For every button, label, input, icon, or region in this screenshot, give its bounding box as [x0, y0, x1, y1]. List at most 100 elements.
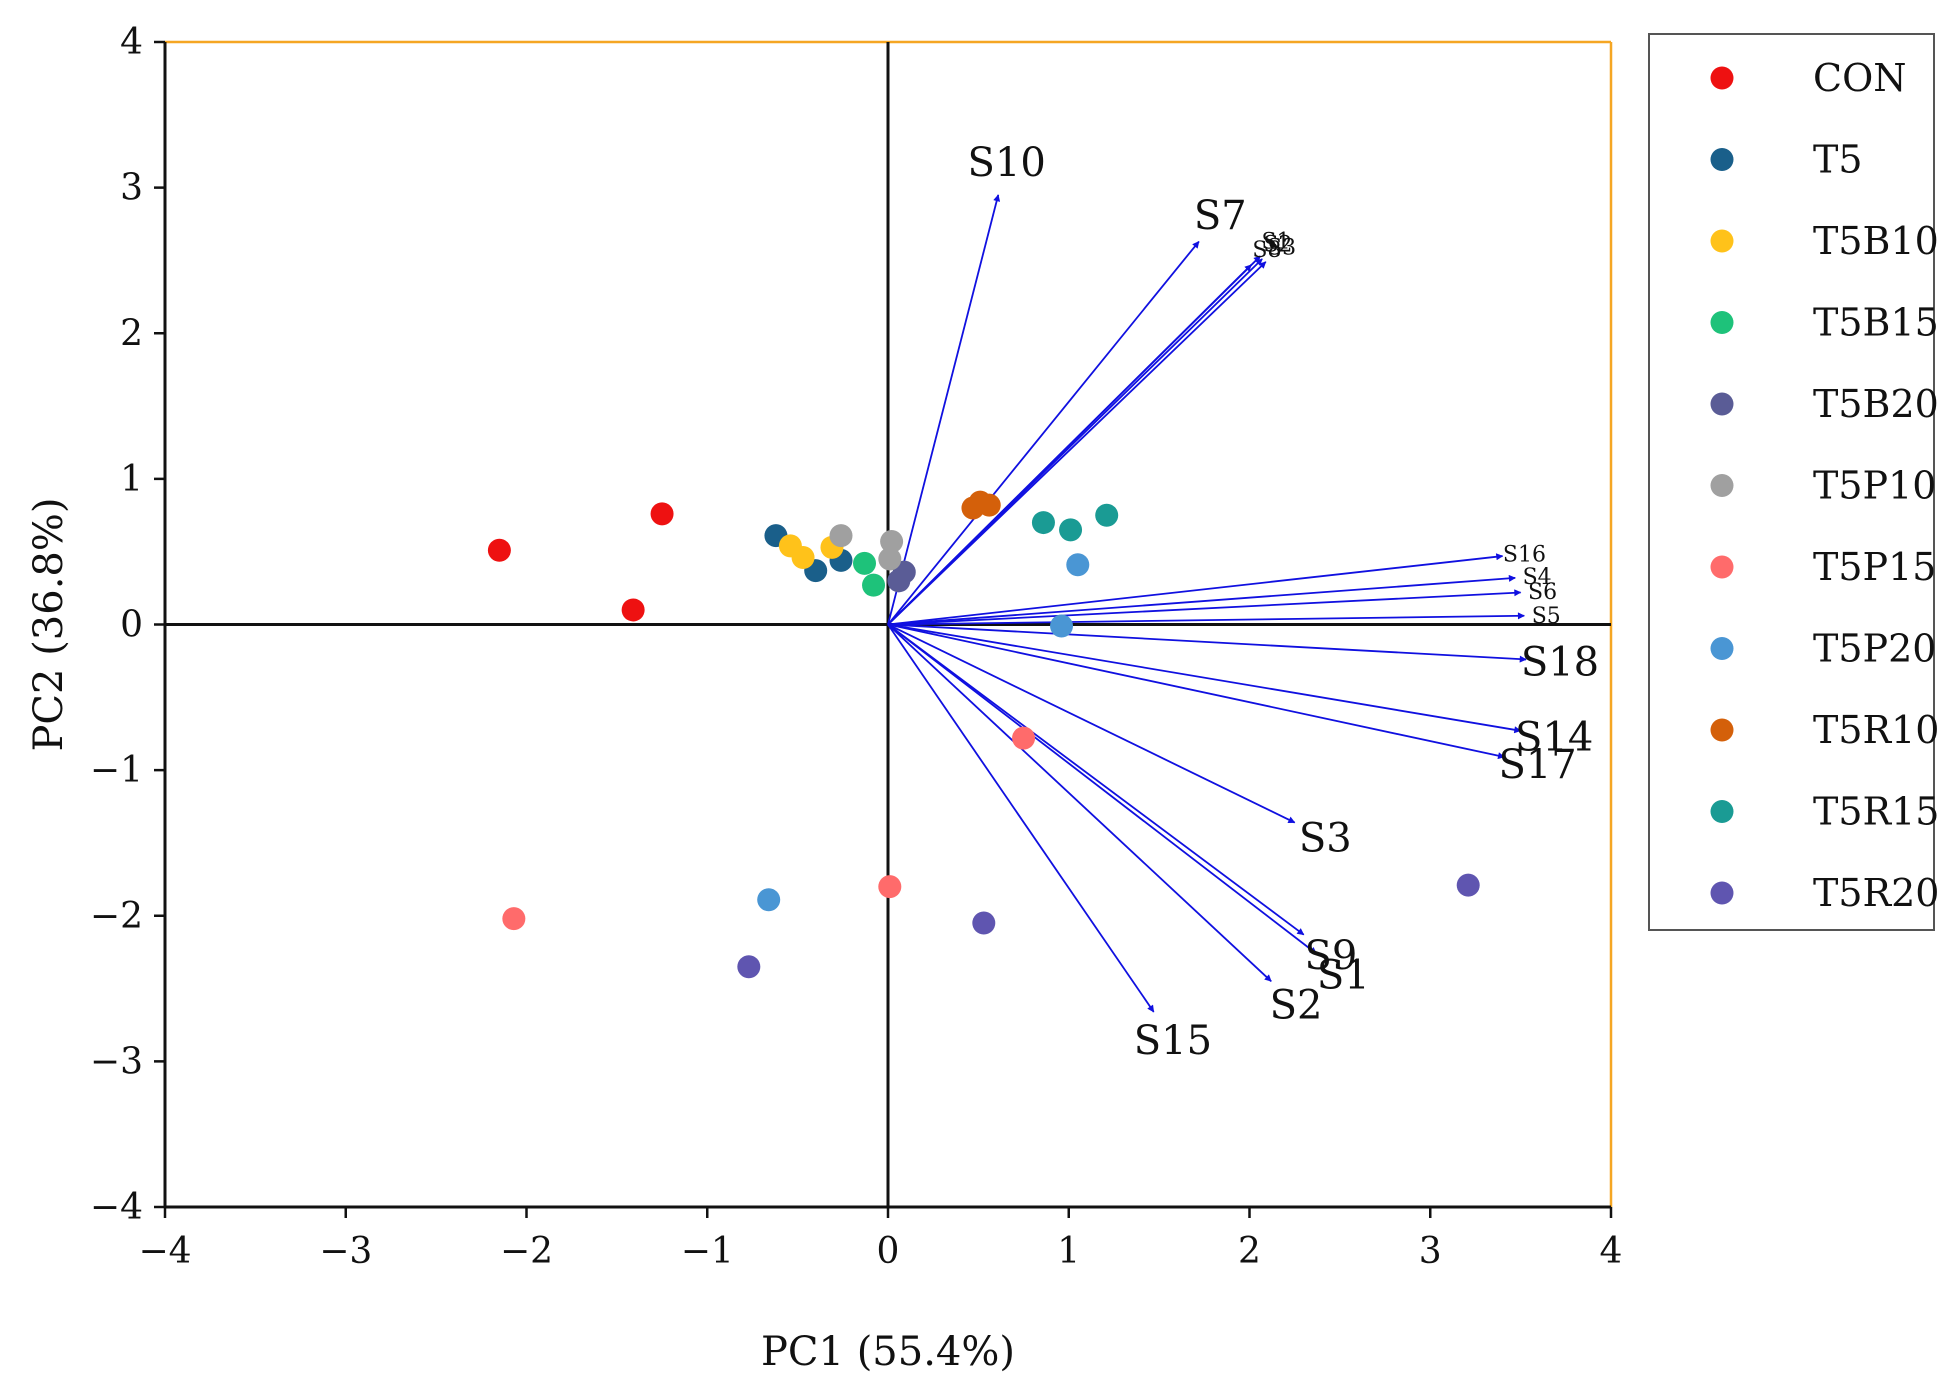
point-con — [621, 598, 645, 622]
point-t5r20 — [1456, 873, 1480, 897]
loading-label-s10: S10 — [968, 140, 1046, 186]
x-tick-label: −2 — [500, 1231, 553, 1272]
point-t5r20 — [972, 911, 996, 935]
loading-arrow-s7 — [887, 240, 1200, 626]
legend-label-t5p15: T5P15 — [1813, 545, 1936, 589]
y-tick-label: −4 — [90, 1187, 143, 1228]
loading-arrow-s3 — [887, 261, 1267, 626]
point-t5p15 — [1012, 726, 1036, 750]
legend-label-t5: T5 — [1813, 138, 1863, 182]
loading-label-s9: S9 — [1305, 933, 1358, 979]
loading-labels: S10S7S8S1S2S3S16S4S6S5S18S14S17S3S9S1S2S… — [968, 140, 1600, 1064]
loading-arrow-s14 — [887, 623, 1522, 734]
loading-label-s15: S15 — [1134, 1018, 1212, 1064]
x-axis: −4 −3 −2 −1 0 1 2 3 4 — [138, 1207, 1622, 1272]
point-t5p15 — [878, 875, 902, 899]
legend-label-t5b10: T5B10 — [1813, 219, 1939, 263]
legend-marker-t5b10 — [1710, 229, 1734, 253]
legend-marker-t5b15 — [1710, 311, 1734, 334]
y-tick-label: 0 — [120, 605, 143, 646]
loading-arrow-s2 — [887, 623, 1272, 982]
x-tick-label: 3 — [1419, 1231, 1442, 1272]
loading-label-s2: S2 — [1263, 232, 1292, 257]
loading-label-s16: S16 — [1503, 542, 1546, 567]
legend-marker-t5p15 — [1710, 555, 1734, 579]
loading-arrow-s6 — [887, 589, 1522, 626]
loading-label-s7: S7 — [1194, 193, 1247, 239]
loading-label-s18: S18 — [1521, 639, 1599, 685]
point-t5r10 — [977, 493, 1001, 517]
y-tick-label: 3 — [120, 168, 143, 209]
legend-marker-t5p20 — [1710, 637, 1734, 660]
loading-arrow-s9 — [887, 623, 1305, 936]
y-tick-label: −3 — [90, 1041, 143, 1082]
y-tick-label: 4 — [120, 22, 143, 63]
point-t5b10 — [791, 546, 815, 570]
legend-label-t5b15: T5B15 — [1813, 301, 1939, 345]
loading-arrow-s16 — [887, 553, 1504, 626]
score-points — [487, 490, 1480, 979]
point-t5p20 — [757, 888, 781, 912]
y-tick-label: 1 — [120, 459, 143, 500]
x-tick-label: 2 — [1238, 1231, 1261, 1272]
point-t5p20 — [1066, 553, 1090, 577]
legend-marker-t5p10 — [1710, 474, 1734, 497]
loading-label-s1: S1 — [1317, 952, 1370, 998]
loading-arrow-s15 — [887, 623, 1155, 1013]
x-axis-title: PC1 (55.4%) — [761, 1329, 1015, 1375]
point-t5r15 — [1031, 511, 1055, 535]
loading-arrow-s18 — [887, 623, 1527, 663]
loading-label-s8: S8 — [1252, 238, 1281, 263]
point-con — [650, 502, 674, 526]
legend-label-t5p10: T5P10 — [1813, 464, 1936, 508]
point-t5r15 — [1059, 518, 1083, 542]
point-t5p10 — [878, 547, 902, 571]
loading-label-s2: S2 — [1270, 982, 1323, 1028]
x-tick-label: 1 — [1057, 1231, 1080, 1272]
y-tick-label: 2 — [120, 313, 143, 354]
loading-label-s3: S3 — [1267, 235, 1296, 260]
legend-label-con: CON — [1813, 56, 1906, 100]
point-t5p10 — [880, 529, 904, 553]
loading-label-s6: S6 — [1528, 580, 1557, 605]
legend: CON T5 T5B10 T5B15 T5B20 T5P10 T5P15 T5P20 T5R10… — [1648, 33, 1940, 931]
loading-label-s5: S5 — [1532, 604, 1561, 629]
legend-marker-t5r15 — [1710, 800, 1734, 823]
point-con — [487, 538, 511, 562]
y-tick-label: −2 — [90, 896, 143, 937]
legend-label-t5r20: T5R20 — [1813, 871, 1940, 915]
point-t5r15 — [1095, 503, 1119, 527]
point-t5b15 — [862, 573, 886, 597]
point-t5b15 — [853, 551, 877, 575]
x-tick-label: 0 — [877, 1231, 900, 1272]
legend-marker-t5b20 — [1710, 392, 1734, 416]
loading-label-s3: S3 — [1299, 815, 1352, 861]
loading-vectors — [887, 194, 1527, 1013]
y-axis: −4 −3 −2 −1 0 1 2 3 4 — [90, 22, 165, 1228]
legend-label-t5r10: T5R10 — [1813, 708, 1940, 752]
y-tick-label: −1 — [90, 750, 143, 791]
y-axis-title: PC2 (36.8%) — [26, 498, 72, 752]
loading-arrow-s3 — [887, 623, 1296, 824]
legend-marker-t5r10 — [1710, 718, 1734, 742]
loading-label-s4: S4 — [1523, 565, 1552, 590]
legend-marker-t5r20 — [1710, 881, 1734, 905]
loading-arrow-s10 — [887, 194, 1001, 625]
legend-marker-t5 — [1710, 148, 1734, 171]
legend-box — [1648, 33, 1935, 931]
loading-arrow-s17 — [887, 623, 1506, 760]
point-t5r20 — [737, 955, 761, 979]
x-tick-label: 4 — [1600, 1231, 1623, 1272]
legend-label-t5p20: T5P20 — [1813, 627, 1936, 671]
loading-arrow-s4 — [887, 574, 1516, 626]
loading-label-s17: S17 — [1498, 742, 1576, 788]
legend-marker-con — [1710, 66, 1734, 90]
loading-arrow-s1 — [887, 623, 1317, 955]
legend-label-t5b20: T5B20 — [1813, 382, 1939, 426]
point-t5p15 — [502, 907, 526, 931]
x-tick-label: −3 — [319, 1231, 372, 1272]
point-t5p10 — [829, 524, 853, 548]
legend-label-t5r15: T5R15 — [1813, 790, 1940, 834]
